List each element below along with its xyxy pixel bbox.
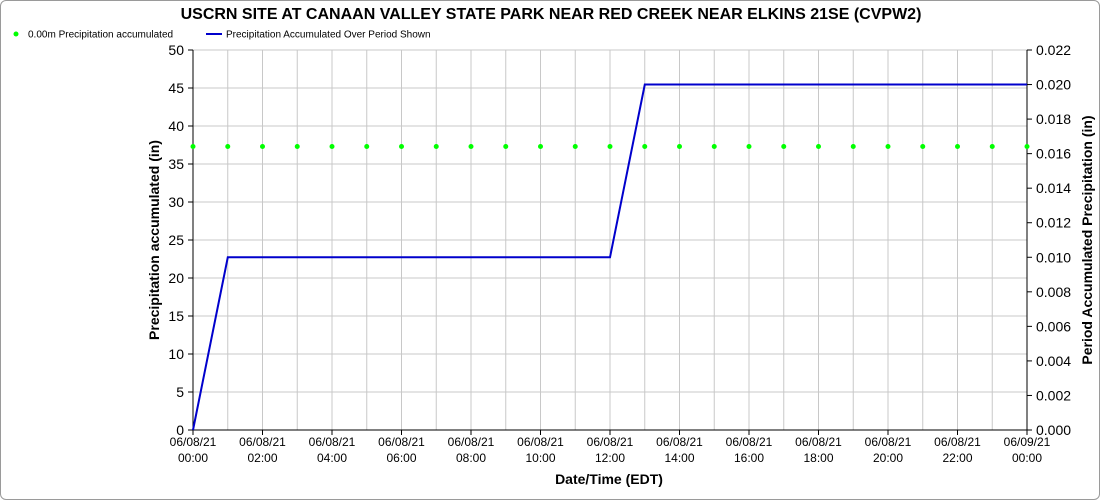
y-right-tick-label: 0.010 <box>1036 249 1071 265</box>
y-axis-right: 0.000 0.002 0.004 0.006 0.008 0.010 0.012 0.014… <box>1026 42 1071 438</box>
scatter-point <box>885 144 891 150</box>
x-tick-label-time: 20:00 <box>873 451 903 465</box>
x-tick-label-date: 06/08/21 <box>795 435 842 449</box>
scatter-point <box>433 144 439 150</box>
scatter-point <box>816 144 821 150</box>
scatter-point <box>399 144 404 150</box>
scatter-point <box>642 144 648 150</box>
series-layer <box>190 83 1030 431</box>
x-axis-title: Date/Time (EDT) <box>555 471 663 487</box>
x-tick-label-date: 06/08/21 <box>378 435 425 449</box>
scatter-point <box>294 144 300 150</box>
y-left-tick-label: 30 <box>168 194 184 210</box>
y-right-tick-label: 0.008 <box>1036 284 1071 300</box>
y-left-tick-label: 50 <box>168 42 184 58</box>
x-tick-label-time: 14:00 <box>664 451 694 465</box>
scatter-point <box>1024 144 1030 150</box>
scatter-point <box>225 144 231 150</box>
scatter-point <box>989 144 995 150</box>
scatter-point <box>920 144 926 150</box>
y-left-tick-label: 40 <box>168 118 184 134</box>
y-right-tick-label: 0.012 <box>1036 215 1071 231</box>
scatter-point <box>572 144 578 150</box>
x-tick-label-date: 06/08/21 <box>309 435 356 449</box>
y-right-tick-label: 0.006 <box>1036 318 1071 334</box>
y-left-tick-label: 0 <box>176 422 184 438</box>
y-right-tick-label: 0.004 <box>1036 353 1071 369</box>
y-right-tick-label: 0.022 <box>1036 42 1071 58</box>
scatter-point <box>850 144 856 150</box>
scatter-point <box>607 144 613 150</box>
y-axis-right-title: Period Accumulated Precipitation (in) <box>1079 115 1095 364</box>
x-axis: 06/08/21 00:00 06/08/21 02:00 06/08/21 04:00 0… <box>170 429 1051 465</box>
legend: 0.00m Precipitation accumulated Precipit… <box>13 30 431 41</box>
legend-label-scatter: 0.00m Precipitation accumulated <box>28 30 173 41</box>
y-right-tick-label: 0.020 <box>1036 77 1071 93</box>
scatter-point <box>260 144 265 150</box>
x-tick-label-date: 06/08/21 <box>934 435 981 449</box>
series-line-period-precip <box>192 83 1027 431</box>
x-tick-label-time: 00:00 <box>178 451 208 465</box>
x-tick-label-time: 04:00 <box>317 451 347 465</box>
scatter-point <box>190 144 196 150</box>
scatter-point <box>677 144 682 150</box>
y-right-tick-label: 0.000 <box>1036 422 1071 438</box>
x-tick-label-time: 06:00 <box>386 451 416 465</box>
x-tick-label-date: 06/08/21 <box>239 435 286 449</box>
legend-marker-scatter <box>13 31 19 37</box>
scatter-point <box>468 144 474 150</box>
scatter-point <box>329 144 335 150</box>
scatter-point <box>503 144 509 150</box>
y-left-tick-label: 35 <box>168 156 184 172</box>
x-tick-label-time: 22:00 <box>942 451 972 465</box>
y-axis-left-title: Precipitation accumulated (in) <box>146 140 162 340</box>
y-left-tick-label: 10 <box>168 346 184 362</box>
scatter-point <box>364 144 370 150</box>
x-tick-label-time: 02:00 <box>247 451 277 465</box>
scatter-point <box>781 144 787 150</box>
x-tick-label-date: 06/08/21 <box>170 435 217 449</box>
x-tick-label-time: 12:00 <box>595 451 625 465</box>
x-tick-label-time: 08:00 <box>456 451 486 465</box>
x-tick-label-date: 06/08/21 <box>587 435 634 449</box>
grid-layer <box>192 49 1028 431</box>
x-tick-label-time: 10:00 <box>525 451 555 465</box>
y-right-tick-label: 0.016 <box>1036 146 1071 162</box>
y-right-tick-label: 0.014 <box>1036 180 1071 196</box>
y-left-tick-label: 45 <box>168 80 184 96</box>
y-right-tick-label: 0.018 <box>1036 111 1071 127</box>
scatter-point <box>746 144 752 150</box>
x-tick-label-date: 06/08/21 <box>726 435 773 449</box>
y-left-tick-label: 20 <box>168 270 184 286</box>
x-tick-label-time: 18:00 <box>803 451 833 465</box>
y-left-tick-label: 5 <box>176 384 184 400</box>
x-tick-label-date: 06/08/21 <box>656 435 703 449</box>
x-tick-label-date: 06/08/21 <box>517 435 564 449</box>
scatter-point <box>538 144 543 150</box>
chart-title: USCRN SITE AT CANAAN VALLEY STATE PARK N… <box>181 6 922 23</box>
y-right-tick-label: 0.002 <box>1036 387 1071 403</box>
x-tick-label-time: 16:00 <box>734 451 764 465</box>
scatter-point <box>955 144 960 150</box>
y-left-tick-label: 15 <box>168 308 184 324</box>
x-tick-label-date: 06/08/21 <box>448 435 495 449</box>
x-tick-label-time: 00:00 <box>1012 451 1042 465</box>
y-axis-left: 0 5 10 15 20 25 30 35 40 45 50 <box>168 42 194 438</box>
x-tick-label-date: 06/09/21 <box>1004 435 1051 449</box>
scatter-point <box>711 144 717 150</box>
x-tick-label-date: 06/08/21 <box>865 435 912 449</box>
legend-label-line: Precipitation Accumulated Over Period Sh… <box>226 30 431 41</box>
y-left-tick-label: 25 <box>168 232 184 248</box>
